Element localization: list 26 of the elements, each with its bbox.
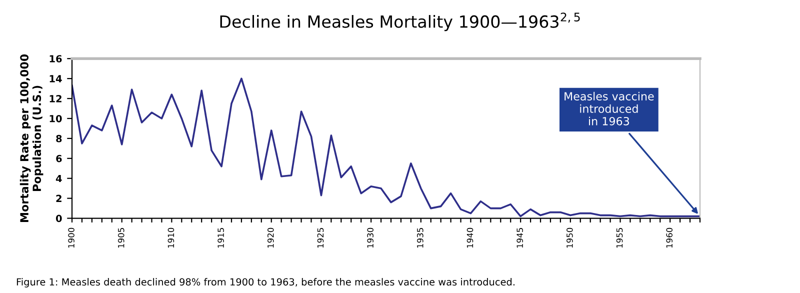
x-tick-label: 1935 xyxy=(417,228,424,248)
y-tick-label: 12 xyxy=(50,95,62,102)
x-tick-label: 1920 xyxy=(267,228,274,248)
y-tick-label: 16 xyxy=(50,55,62,62)
x-tick-label: 1960 xyxy=(666,228,673,248)
annotation: Measles vaccine introduced in 1963 xyxy=(564,92,654,126)
y-axis-title: Mortality Rate per 100,000 Population (U.S.) xyxy=(20,54,44,222)
caption: Figure 1: Measles death declined 98% from 1900 to 1963, before the measles vaccine was introduced. xyxy=(16,278,514,288)
x-tick-label: 1930 xyxy=(367,228,374,248)
y-tick-label: 4 xyxy=(56,174,62,182)
x-tick-label: 1910 xyxy=(168,228,174,248)
x-tick-label: 1940 xyxy=(466,228,474,248)
y-tick-label: 2 xyxy=(56,194,62,202)
chart-title: Decline in Measles Mortality 1900—1963$^{2,5}$ xyxy=(220,12,580,32)
x-tick-label: 1945 xyxy=(516,228,523,248)
y-tick-label: 10 xyxy=(50,114,62,122)
x-tick-label: 1925 xyxy=(317,228,324,248)
y-tick-label: 8 xyxy=(56,134,62,142)
x-tick-label: 1950 xyxy=(566,228,573,248)
x-tick-label: 1915 xyxy=(218,228,224,248)
y-tick-label: 6 xyxy=(56,154,62,162)
x-tick-label: 1900 xyxy=(68,228,74,248)
y-tick-label: 0 xyxy=(56,214,62,222)
x-tick-label: 1905 xyxy=(118,228,124,248)
x-tick-label: 1955 xyxy=(616,228,623,248)
y-tick-label: 14 xyxy=(50,75,62,82)
